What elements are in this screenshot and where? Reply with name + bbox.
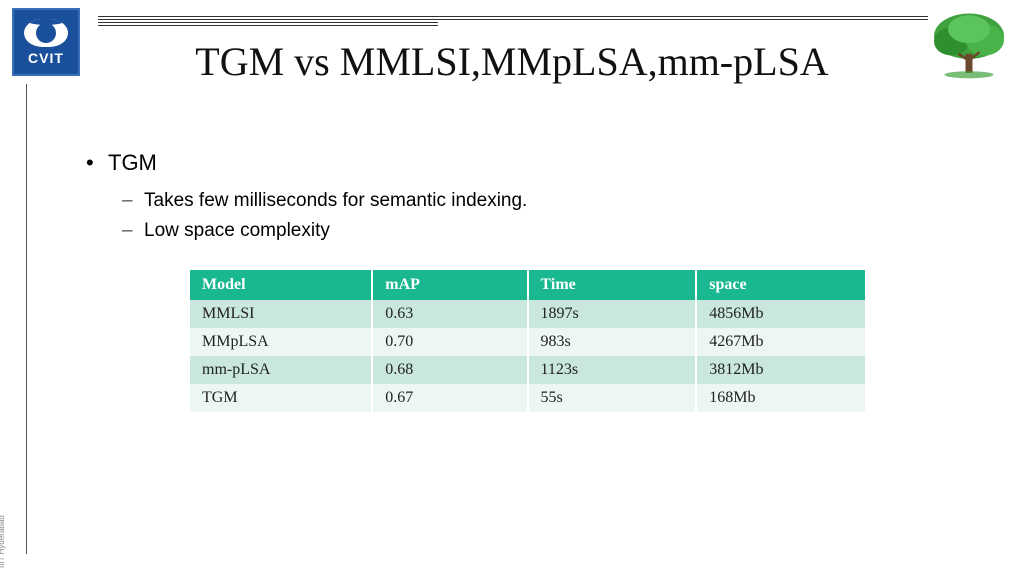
table-cell: 0.67 bbox=[372, 384, 527, 412]
table-cell: 168Mb bbox=[696, 384, 865, 412]
table-cell: 4267Mb bbox=[696, 328, 865, 356]
slide-title: TGM vs MMLSI,MMpLSA,mm-pLSA bbox=[0, 38, 1024, 85]
table-cell: MMLSI bbox=[190, 300, 372, 328]
table-cell: mm-pLSA bbox=[190, 356, 372, 384]
table-cell: MMpLSA bbox=[190, 328, 372, 356]
table-header-cell: Model bbox=[190, 270, 372, 300]
table-cell: TGM bbox=[190, 384, 372, 412]
table-row: mm-pLSA0.681123s3812Mb bbox=[190, 356, 865, 384]
bullet-level2: Low space complexity bbox=[120, 220, 960, 242]
table-header-cell: Time bbox=[528, 270, 697, 300]
table-cell: 1123s bbox=[528, 356, 697, 384]
bullet-level1: TGM bbox=[80, 150, 960, 176]
table-cell: 1897s bbox=[528, 300, 697, 328]
table-row: MMpLSA0.70983s4267Mb bbox=[190, 328, 865, 356]
comparison-table: ModelmAPTimespace MMLSI0.631897s4856MbMM… bbox=[190, 270, 865, 412]
table-cell: 4856Mb bbox=[696, 300, 865, 328]
header-rules bbox=[98, 16, 998, 28]
vertical-rule bbox=[26, 84, 27, 554]
content-area: TGM Takes few milliseconds for semantic … bbox=[80, 150, 960, 412]
table-cell: 0.63 bbox=[372, 300, 527, 328]
footer-affiliation: IIIT Hyderabad bbox=[0, 515, 6, 568]
bullet-level2: Takes few milliseconds for semantic inde… bbox=[120, 190, 960, 212]
table-header-cell: mAP bbox=[372, 270, 527, 300]
table-cell: 3812Mb bbox=[696, 356, 865, 384]
table-header-cell: space bbox=[696, 270, 865, 300]
table-cell: 0.68 bbox=[372, 356, 527, 384]
table-cell: 55s bbox=[528, 384, 697, 412]
table-cell: 983s bbox=[528, 328, 697, 356]
table-row: MMLSI0.631897s4856Mb bbox=[190, 300, 865, 328]
table-row: TGM0.6755s168Mb bbox=[190, 384, 865, 412]
table-cell: 0.70 bbox=[372, 328, 527, 356]
